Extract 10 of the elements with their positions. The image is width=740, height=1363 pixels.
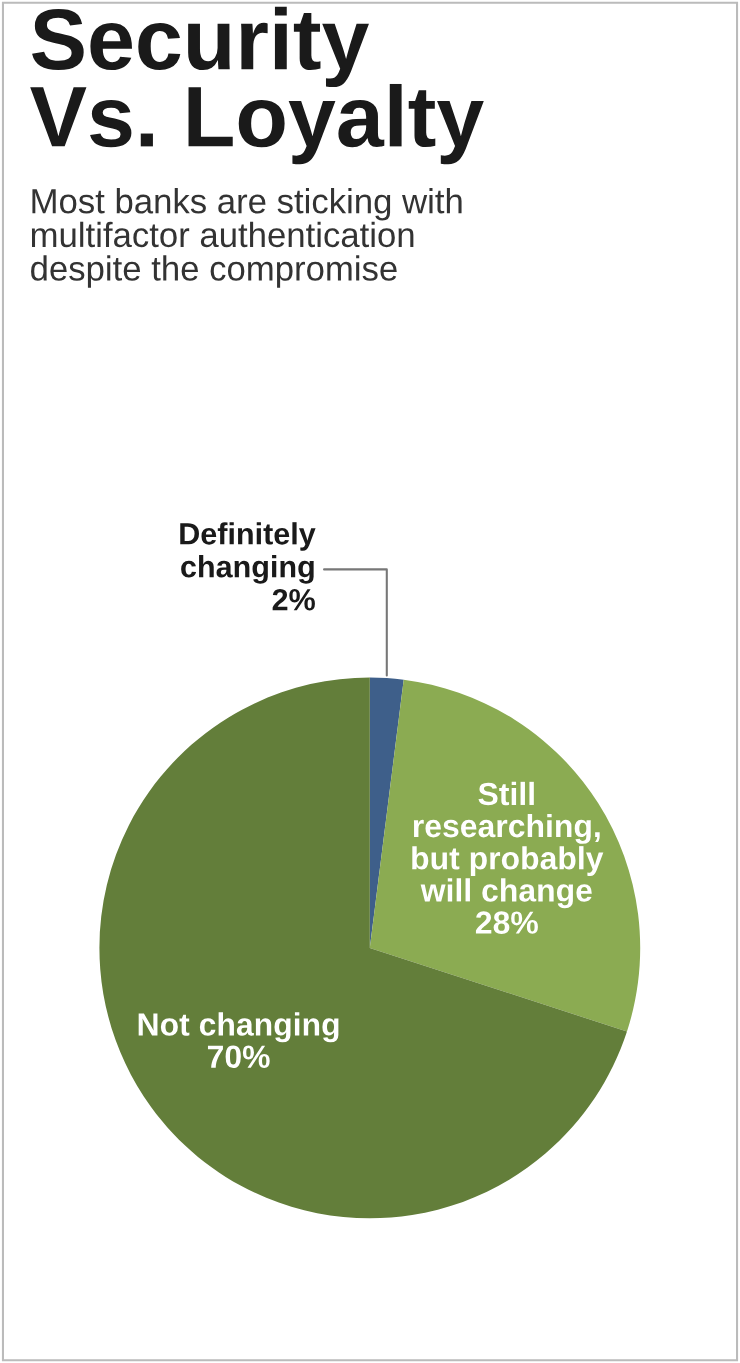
slice-label: Not changing	[138, 1012, 339, 1043]
data-label: 70%	[207, 1045, 270, 1069]
data-label: 2%	[272, 588, 315, 611]
data-label: 28%	[475, 911, 538, 934]
pie-slice	[369, 679, 641, 1032]
slice-label: Definitely changing	[180, 522, 316, 584]
chart-title: Security Vs. Loyalty	[30, 6, 484, 165]
pie-slice	[99, 677, 627, 1219]
chart-subtitle: Most banks are sticking with multifactor authentication despite the compromise	[31, 188, 462, 288]
slice-label: Still researching, but probably will change	[412, 781, 604, 909]
